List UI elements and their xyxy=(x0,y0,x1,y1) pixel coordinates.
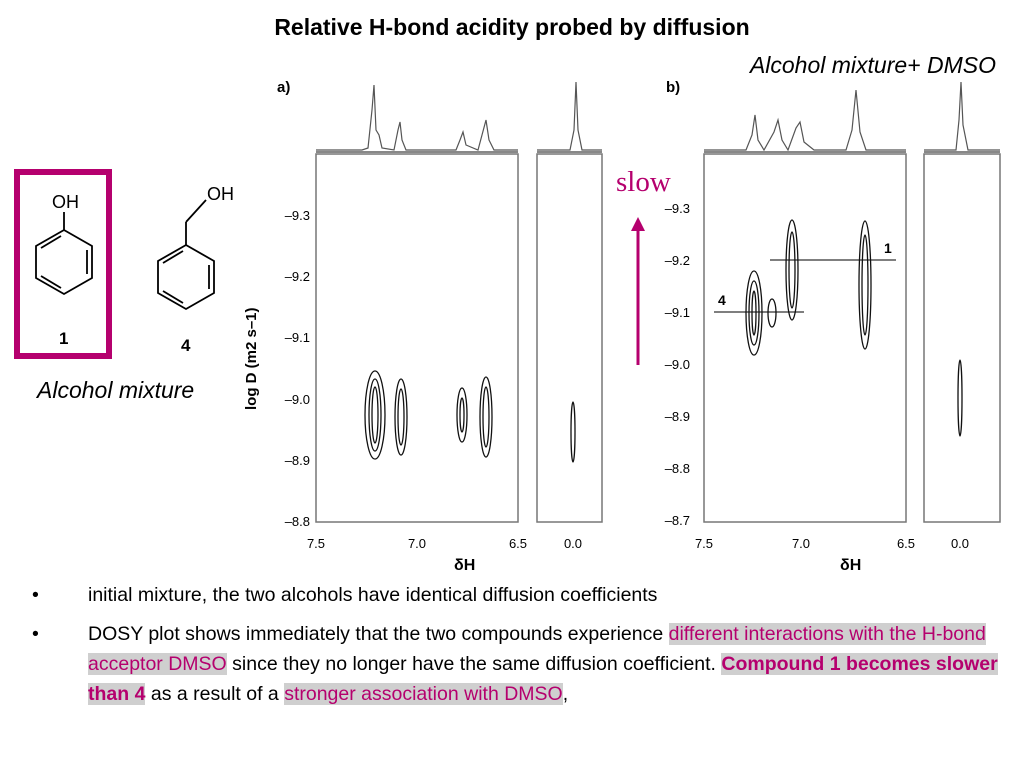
compound-4-number: 4 xyxy=(181,336,191,355)
bullet-mark: • xyxy=(32,623,39,645)
panel-b-x-axis: 7.5 7.0 6.5 0.0 xyxy=(695,536,969,551)
svg-text:–9.1: –9.1 xyxy=(285,330,310,345)
svg-text:6.5: 6.5 xyxy=(509,536,527,551)
compound-1-oh-label: OH xyxy=(52,192,79,212)
svg-text:–8.8: –8.8 xyxy=(665,461,690,476)
panel-b-top-spectrum xyxy=(704,89,906,152)
panel-a-main-frame xyxy=(315,153,519,523)
bullet-list: • initial mixture, the two alcohols have… xyxy=(32,580,1012,718)
chemical-structures: OH 1 OH 4 xyxy=(14,169,234,359)
panel-a-top-spectrum xyxy=(316,84,518,151)
benzyl-alcohol-structure xyxy=(157,199,215,311)
panel-b-y-axis: –9.3 –9.2 –9.1 –9.0 –8.9 –8.8 –8.7 xyxy=(665,201,690,528)
slow-label: slow xyxy=(616,166,671,198)
panel-a-tag: a) xyxy=(277,79,290,96)
panel-b-x-label: δH xyxy=(840,557,861,574)
panel-b-label-4: 4 xyxy=(718,292,726,308)
svg-text:–8.9: –8.9 xyxy=(665,409,690,424)
dosy-panel-a: a) –9.3 –9.2 –9.1 –9.0 –8.9 –8.8 log D (… xyxy=(243,79,603,574)
bullet-item-2: • DOSY plot shows immediately that the t… xyxy=(32,619,1012,709)
svg-text:6.5: 6.5 xyxy=(897,536,915,551)
page-title: Relative H-bond acidity probed by diffus… xyxy=(274,14,750,40)
panel-a-y-label: log D (m2 s–1) xyxy=(243,307,260,410)
panel-a-x-label: δH xyxy=(454,557,475,574)
highlight-stronger-association: stronger association with DMSO xyxy=(284,683,563,705)
svg-text:–9.2: –9.2 xyxy=(665,253,690,268)
svg-text:7.0: 7.0 xyxy=(792,536,810,551)
subtitle-dmso: Alcohol mixture+ DMSO xyxy=(749,52,996,78)
svg-text:0.0: 0.0 xyxy=(564,536,582,551)
phenol-structure xyxy=(35,212,93,296)
bullet-mark: • xyxy=(32,584,39,606)
compound-1-number: 1 xyxy=(59,329,68,348)
compound-1-highlight-box xyxy=(14,169,112,359)
subtitle-mixture: Alcohol mixture xyxy=(37,377,195,403)
bullet-item-1: • initial mixture, the two alcohols have… xyxy=(32,580,1012,610)
svg-text:–9.3: –9.3 xyxy=(285,208,310,223)
dosy-panel-b: b) –9.3 –9.2 –9.1 –9.0 –8.9 –8.8 –8.7 1 … xyxy=(665,79,1001,574)
svg-text:–9.0: –9.0 xyxy=(285,392,310,407)
panel-a-x-axis: 7.5 7.0 6.5 0.0 xyxy=(307,536,582,551)
panel-a-y-axis: –9.3 –9.2 –9.1 –9.0 –8.9 –8.8 xyxy=(285,208,310,529)
svg-text:–9.2: –9.2 xyxy=(285,269,310,284)
svg-text:7.5: 7.5 xyxy=(695,536,713,551)
panel-a-side-spectrum xyxy=(537,81,602,151)
bullet-text-2: DOSY plot shows immediately that the two… xyxy=(88,623,998,705)
panel-b-main-frame xyxy=(703,153,907,523)
panel-b-side-frame xyxy=(923,153,1001,523)
svg-text:0.0: 0.0 xyxy=(951,536,969,551)
svg-text:–8.8: –8.8 xyxy=(285,514,310,529)
svg-text:7.5: 7.5 xyxy=(307,536,325,551)
svg-text:7.0: 7.0 xyxy=(408,536,426,551)
panel-b-label-1: 1 xyxy=(884,240,892,256)
panel-b-side-spectrum xyxy=(924,81,1000,151)
svg-text:–8.9: –8.9 xyxy=(285,453,310,468)
panel-b-contours xyxy=(745,219,963,437)
bullet-text-1: initial mixture, the two alcohols have i… xyxy=(88,584,658,606)
slow-arrow xyxy=(631,217,645,365)
panel-a-contours xyxy=(364,370,576,463)
compound-4-oh-label: OH xyxy=(207,184,234,204)
svg-text:–9.0: –9.0 xyxy=(665,357,690,372)
panel-b-tag: b) xyxy=(666,79,680,96)
panel-a-side-frame xyxy=(536,153,603,523)
svg-text:–8.7: –8.7 xyxy=(665,513,690,528)
svg-text:–9.3: –9.3 xyxy=(665,201,690,216)
svg-text:–9.1: –9.1 xyxy=(665,305,690,320)
